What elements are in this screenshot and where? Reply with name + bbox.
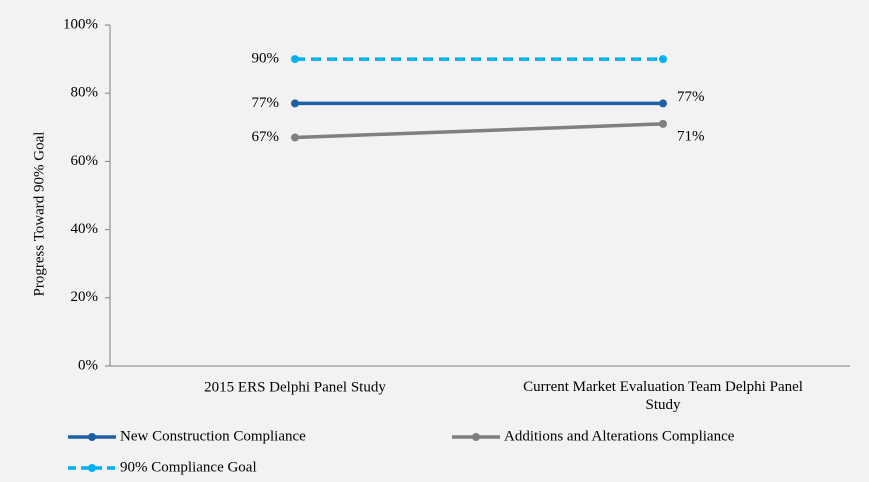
legend-marker xyxy=(472,433,480,441)
series-marker xyxy=(659,55,667,64)
x-tick-label: Current Market Evaluation Team Delphi Pa… xyxy=(523,379,803,413)
legend-label: New Construction Compliance xyxy=(120,428,306,444)
data-label: 67% xyxy=(252,129,280,145)
series-marker xyxy=(291,99,299,108)
x-tick-label: 2015 ERS Delphi Panel Study xyxy=(204,379,386,395)
data-label: 77% xyxy=(677,89,705,105)
y-tick-label: 20% xyxy=(71,289,99,305)
legend-label: 90% Compliance Goal xyxy=(120,459,257,475)
series-marker xyxy=(291,55,299,64)
data-label: 90% xyxy=(252,51,280,67)
series-line xyxy=(294,122,664,140)
y-tick-label: 0% xyxy=(78,357,98,373)
series-marker xyxy=(659,119,667,128)
legend-marker xyxy=(88,464,96,472)
legend-label: Additions and Alterations Compliance xyxy=(504,428,735,444)
y-tick-label: 80% xyxy=(71,85,99,101)
y-axis-label: Progress Toward 90% Goal xyxy=(31,132,47,297)
series-marker xyxy=(659,99,667,108)
y-tick-label: 100% xyxy=(63,16,98,32)
y-tick-label: 60% xyxy=(71,153,99,169)
y-tick-label: 40% xyxy=(71,221,99,237)
series-marker xyxy=(291,133,299,142)
data-label: 77% xyxy=(252,95,280,111)
data-label: 71% xyxy=(677,128,705,144)
legend-marker xyxy=(88,433,96,441)
